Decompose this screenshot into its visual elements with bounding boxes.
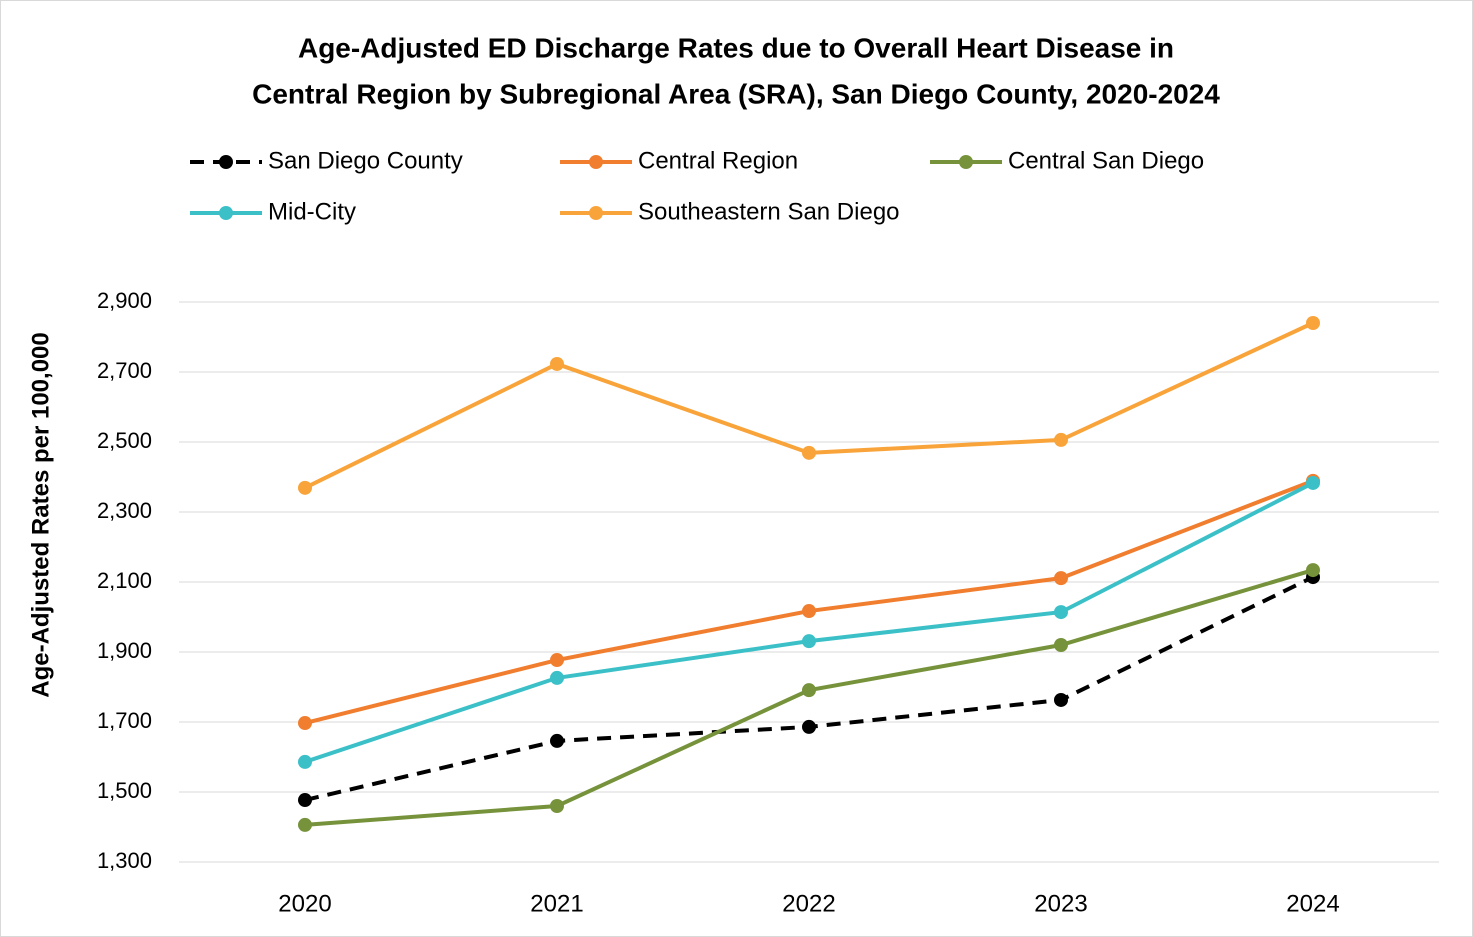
data-point	[802, 719, 816, 734]
y-tick-label: 2,500	[97, 428, 152, 453]
y-tick-label: 2,700	[97, 358, 152, 383]
data-point	[298, 817, 312, 832]
data-point	[1054, 432, 1068, 447]
data-point	[802, 634, 816, 649]
y-tick-label: 2,100	[97, 568, 152, 593]
data-point	[1306, 475, 1320, 490]
data-point	[550, 356, 564, 371]
legend-label: Central San Diego	[1008, 147, 1204, 174]
data-point	[550, 670, 564, 685]
y-tick-label: 1,900	[97, 638, 152, 663]
chart-title: Central Region by Subregional Area (SRA)…	[252, 78, 1220, 109]
data-point	[802, 683, 816, 698]
y-tick-label: 1,500	[97, 778, 152, 803]
legend-marker	[959, 155, 973, 169]
legend-marker	[589, 206, 603, 220]
data-point	[298, 716, 312, 731]
data-point	[298, 793, 312, 808]
y-tick-label: 1,700	[97, 708, 152, 733]
data-point	[802, 604, 816, 619]
legend-label: Mid-City	[268, 198, 356, 225]
data-point	[1054, 571, 1068, 586]
chart-title: Age-Adjusted ED Discharge Rates due to O…	[298, 32, 1174, 63]
data-point	[1054, 638, 1068, 652]
x-tick-label: 2021	[530, 890, 583, 917]
data-point	[1054, 605, 1068, 620]
legend-label: San Diego County	[268, 147, 463, 174]
y-axis-label: Age-Adjusted Rates per 100,000	[27, 332, 54, 697]
legend-marker	[219, 155, 233, 169]
data-point	[550, 733, 564, 748]
y-tick-label: 2,900	[97, 288, 152, 313]
x-tick-label: 2022	[782, 890, 835, 917]
data-point	[1306, 563, 1320, 578]
data-point	[1054, 692, 1068, 707]
data-point	[298, 480, 312, 495]
data-point	[1306, 316, 1320, 330]
x-tick-label: 2023	[1034, 890, 1087, 917]
x-tick-label: 2024	[1286, 890, 1339, 917]
x-tick-label: 2020	[278, 890, 331, 917]
legend-marker	[219, 206, 233, 220]
legend-label: Central Region	[638, 147, 798, 174]
legend-label: Southeastern San Diego	[638, 198, 900, 225]
y-tick-label: 1,300	[97, 848, 152, 873]
data-point	[550, 653, 564, 668]
data-point	[550, 799, 564, 813]
y-tick-label: 2,300	[97, 498, 152, 523]
data-point	[298, 754, 312, 769]
legend-marker	[589, 155, 603, 169]
data-point	[802, 445, 816, 460]
